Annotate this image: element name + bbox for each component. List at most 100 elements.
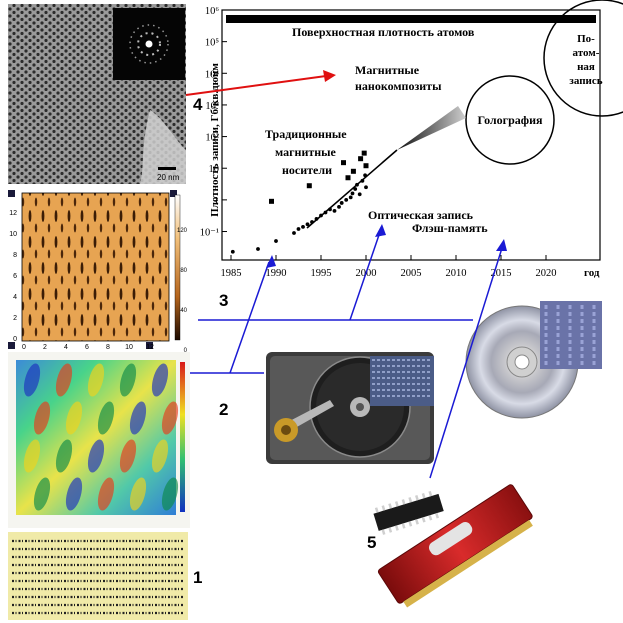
- connector-lines: [190, 231, 503, 479]
- data-point-circle: [314, 217, 319, 221]
- y-tick-label: 1: [214, 196, 219, 207]
- chip-pin: [401, 499, 406, 505]
- data-point-circle: [355, 182, 359, 187]
- scalebar: [158, 167, 176, 170]
- data-point-square: [358, 156, 364, 162]
- chip-pin: [381, 529, 386, 535]
- mfm-domain: [33, 477, 51, 511]
- x-tick-label: 2010: [446, 268, 467, 279]
- y-tick-label: 10³: [205, 101, 219, 112]
- data-point-circle: [310, 220, 314, 224]
- tem-micrograph: 20 nm: [8, 4, 186, 184]
- data-point-circle: [344, 197, 349, 202]
- mfm-domain: [23, 363, 41, 397]
- mfm-domain: [161, 477, 179, 511]
- x-tick-label: 1985: [221, 268, 242, 279]
- mfm-domain: [119, 439, 137, 473]
- data-point-circle: [337, 204, 341, 209]
- data-point-square: [361, 150, 367, 156]
- x-tick-label: 1995: [311, 268, 332, 279]
- mfm-domain: [97, 401, 115, 435]
- plot-frame: [221, 9, 601, 261]
- data-point-circle: [301, 224, 305, 229]
- chip-pin: [428, 514, 433, 521]
- afm-y-tick: 2: [13, 315, 17, 322]
- chip-pin: [374, 507, 379, 513]
- afm-x-tick: 10: [125, 344, 133, 351]
- y-tick-label: 10⁻¹: [200, 228, 219, 239]
- x-tick-label: 2015: [491, 268, 512, 279]
- data-point-circle: [323, 210, 328, 215]
- afm-y-tick: 10: [9, 231, 17, 238]
- punch-card: [8, 532, 188, 620]
- y-tick-label: 10²: [205, 133, 219, 144]
- data-point-circle: [256, 247, 260, 251]
- afm-x-tick: 12: [146, 344, 154, 351]
- data-point-circle: [274, 239, 278, 243]
- mfm-domain: [55, 363, 73, 397]
- traditional-l3: носители: [282, 163, 332, 177]
- data-point-circle: [357, 192, 362, 197]
- afm-y-tick: 8: [13, 252, 17, 259]
- data-point-circle: [360, 178, 365, 183]
- data-point-circle: [305, 222, 310, 227]
- data-point-circle: [339, 201, 344, 205]
- mfm-domain: [161, 401, 179, 435]
- chip-pin: [394, 525, 399, 531]
- mfm-domain: [33, 401, 51, 435]
- chip-pin: [408, 497, 413, 503]
- atomic-record-l3: ная: [577, 61, 595, 73]
- y-axis-label: Плотность записи, Гб/кв.дюйм: [209, 63, 221, 217]
- data-point-circle: [230, 249, 235, 254]
- label-2: 2: [219, 400, 228, 419]
- traditional-l2: магнитные: [275, 145, 337, 159]
- afm-colorbar-tick: 40: [180, 308, 187, 314]
- y-tick-label: 10⁶: [205, 6, 220, 17]
- afm-colorbar-tick: 0: [184, 348, 188, 354]
- afm-y-tick: 12: [9, 210, 17, 217]
- chip-pin: [401, 523, 406, 529]
- data-point-circle: [328, 207, 332, 212]
- mfm-domain: [87, 363, 105, 397]
- ram-module: [377, 484, 533, 608]
- data-point-circle: [319, 213, 323, 218]
- chip-pin: [428, 490, 433, 497]
- nanocomposites-l1: Магнитные: [355, 63, 420, 77]
- atomic-record-l4: запись: [569, 75, 602, 87]
- afm-x-tick: 2: [43, 344, 47, 351]
- label-4: 4: [193, 95, 203, 114]
- cd-image: [465, 301, 602, 419]
- afm-y-tick: 4: [13, 294, 17, 301]
- data-point-square: [341, 160, 346, 166]
- surface-density-bar: [226, 15, 596, 23]
- holography-label: Голография: [478, 113, 543, 127]
- memory-image: [373, 484, 533, 608]
- data-point-square: [345, 175, 351, 181]
- surface-density-label: Поверхностная плотность атомов: [292, 25, 475, 39]
- chip-pin: [394, 501, 399, 507]
- label-5: 5: [367, 533, 376, 552]
- x-tick-label: 2020: [536, 268, 557, 279]
- chip-pin: [388, 503, 393, 509]
- afm-y-tick: 6: [13, 273, 17, 280]
- data-point-square: [269, 198, 274, 204]
- mfm-domain: [65, 477, 83, 511]
- afm-colorbar-tick: 120: [177, 228, 188, 234]
- mfm-image: [8, 352, 190, 528]
- chip-pin: [408, 521, 413, 527]
- data-point-circle: [348, 195, 353, 200]
- mfm-domain: [129, 401, 147, 435]
- chip-pin: [421, 517, 426, 523]
- afm-y-tick: 0: [13, 336, 17, 343]
- data-point-circle: [296, 227, 301, 231]
- dip-chip: [373, 490, 444, 535]
- afm-x-tick: 4: [64, 344, 68, 351]
- scalebar-label: 20 nm: [157, 173, 180, 182]
- data-point-circle: [350, 191, 355, 196]
- mfm-domain: [151, 363, 169, 397]
- data-point-circle: [364, 185, 368, 190]
- y-tick-label: 10: [209, 164, 220, 175]
- traditional-l1: Традиционные: [265, 127, 347, 141]
